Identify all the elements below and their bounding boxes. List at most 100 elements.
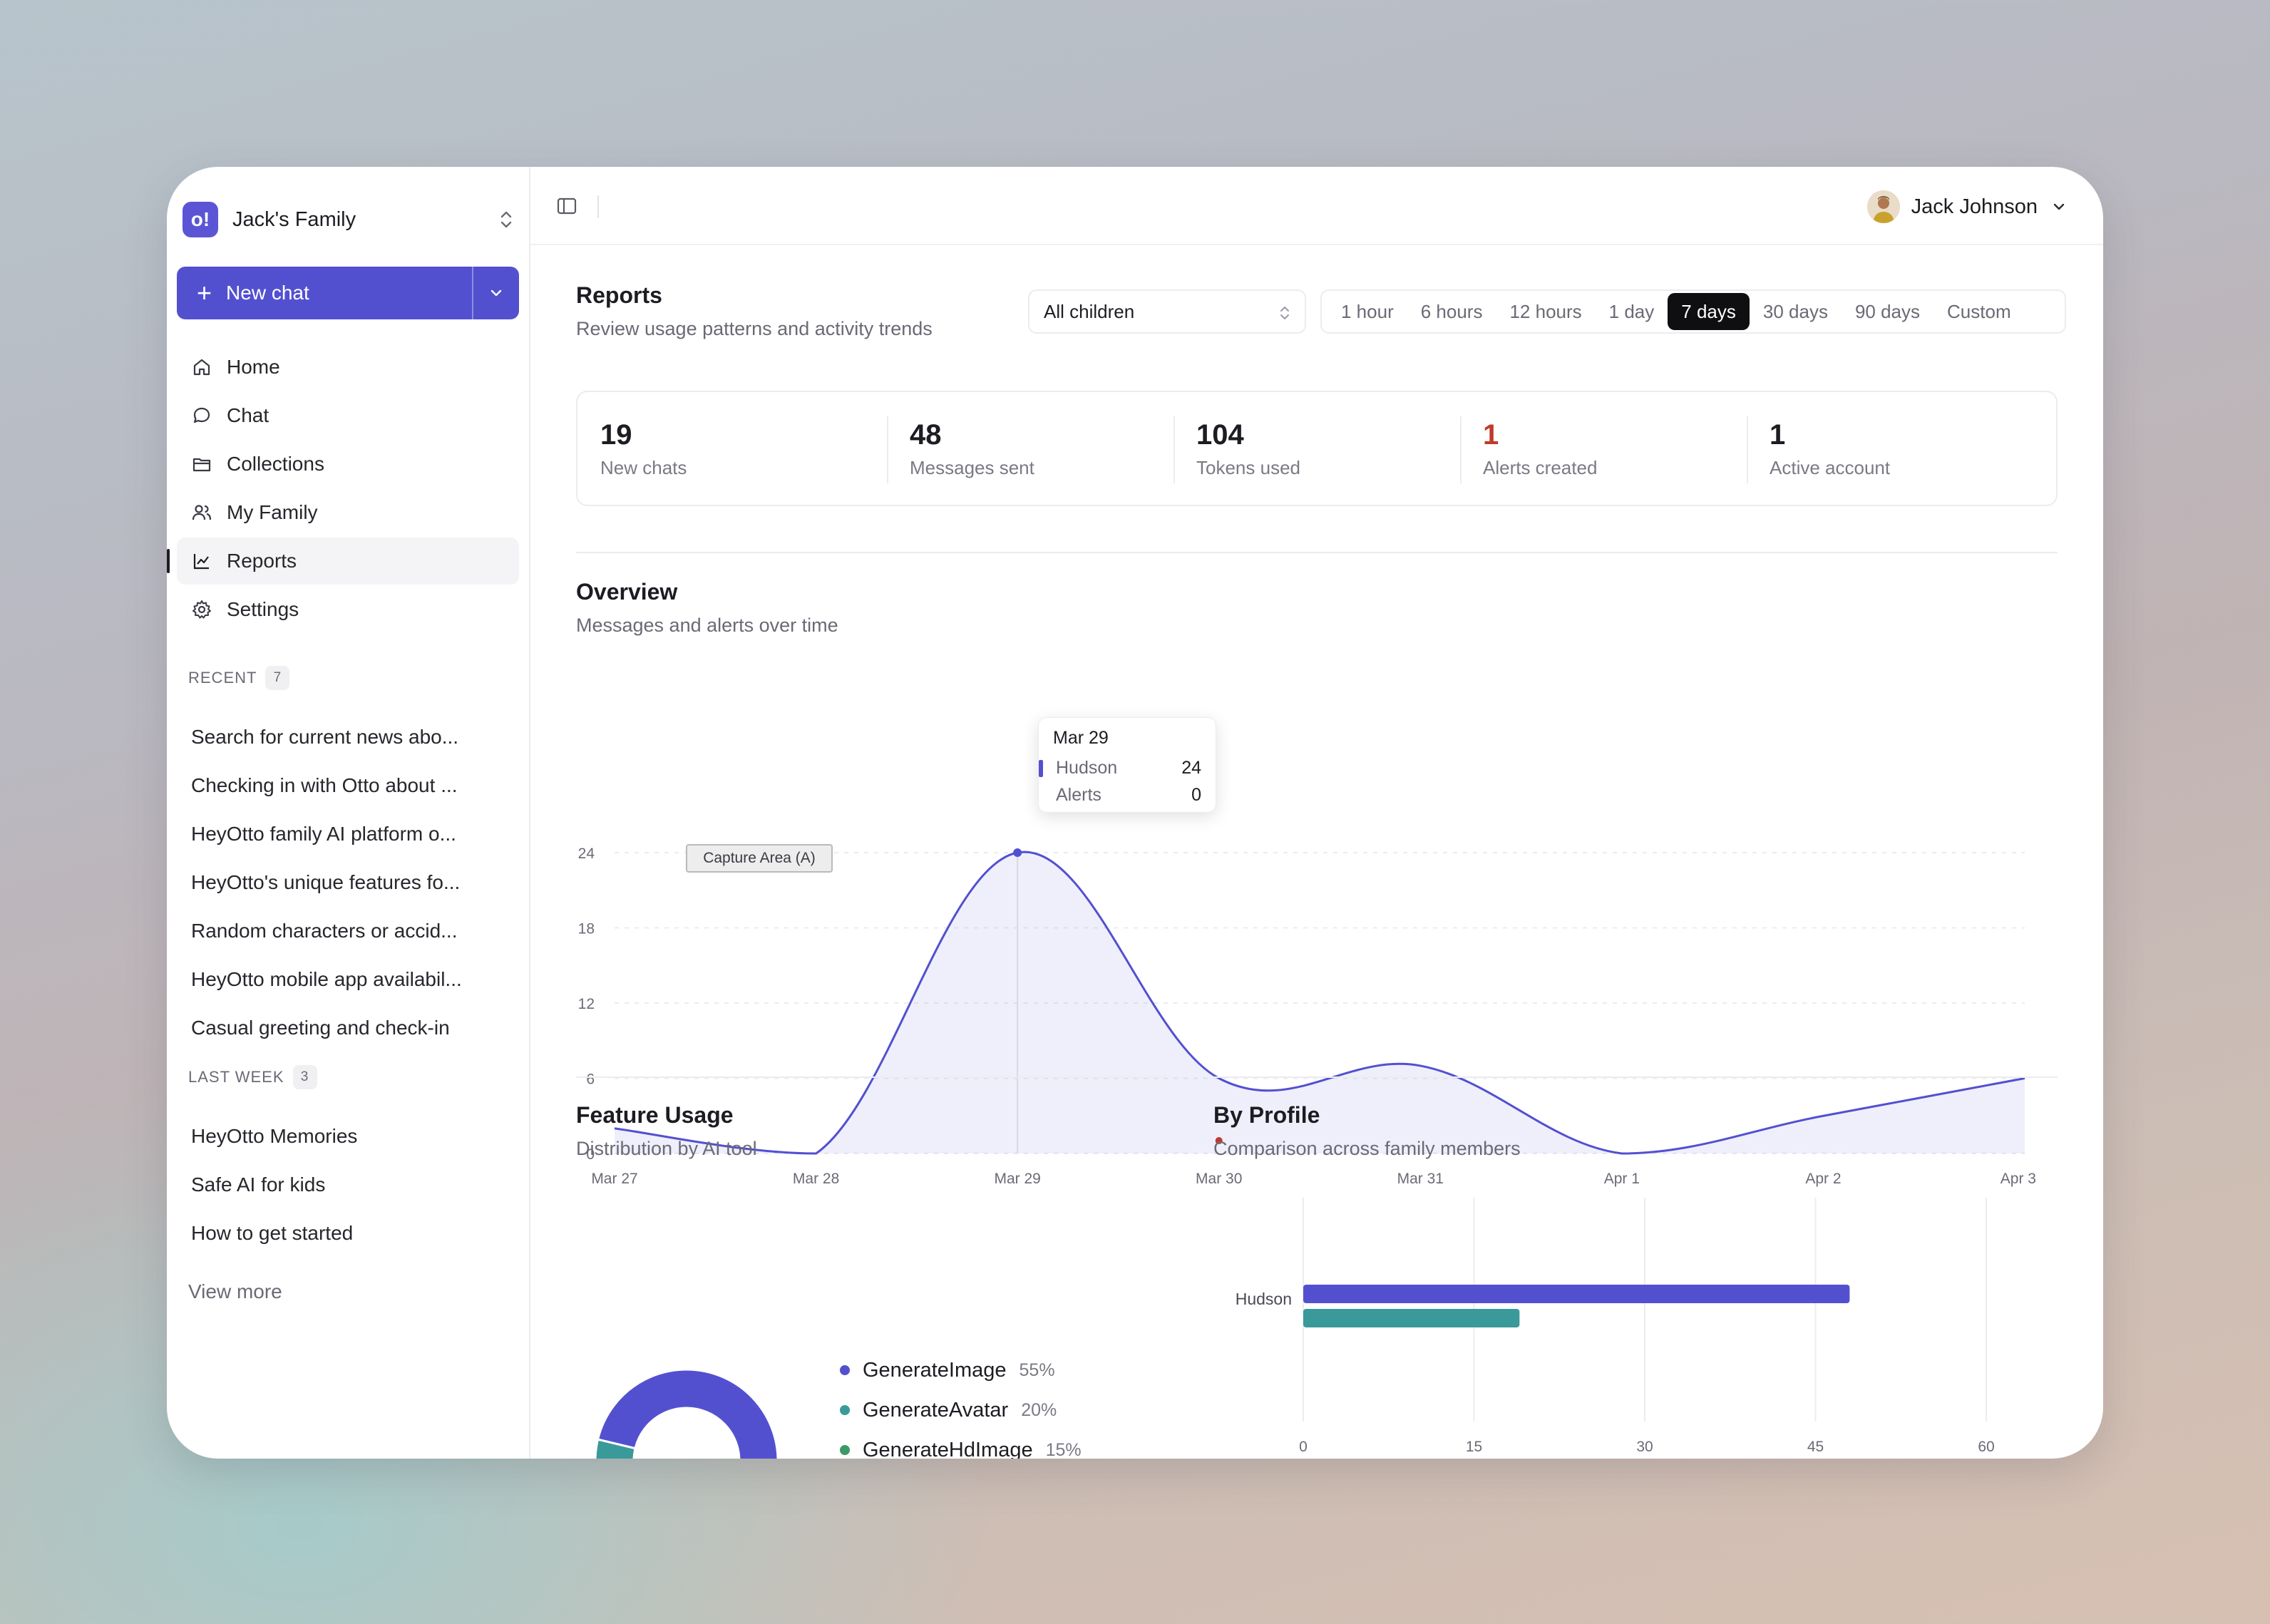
last-week-section-label: LAST WEEK 3	[188, 1065, 317, 1089]
donut-slice-generateimage	[596, 1368, 779, 1459]
main-content: Jack Johnson Reports Review usage patter…	[530, 167, 2103, 1459]
sidebar-item-settings[interactable]: Settings	[177, 586, 519, 633]
home-icon	[193, 359, 210, 376]
last-week-chat-item[interactable]: How to get started	[191, 1222, 354, 1244]
last-week-count-badge: 3	[292, 1065, 317, 1089]
legend-item: GenerateHdImage 15%	[840, 1430, 1089, 1459]
page-subtitle: Review usage patterns and activity trend…	[576, 318, 933, 339]
time-range-group: 1 hour 6 hours 12 hours 1 day 7 days 30 …	[1320, 289, 2066, 334]
recent-chat-item[interactable]: Search for current news abo...	[191, 726, 459, 748]
app-window: o! Jack's Family + New chat Home	[167, 167, 2103, 1459]
stat-active-account: 1 Active account	[1747, 392, 2046, 505]
legend-percent: 55%	[1019, 1360, 1055, 1380]
workspace-switcher[interactable]: o! Jack's Family	[183, 197, 515, 242]
tooltip-series-value: 24	[1181, 757, 1201, 778]
sidebar-item-chat[interactable]: Chat	[177, 392, 519, 439]
range-90-days[interactable]: 90 days	[1854, 300, 1921, 322]
recent-list: Search for current news abo... Checking …	[191, 713, 505, 1052]
x-tick-label: 45	[1807, 1439, 1824, 1455]
x-tick-label: 60	[1978, 1439, 1994, 1455]
chart-tooltip: Mar 29 Hudson 24 Alerts 0	[1038, 717, 1216, 813]
sidebar-item-label: Reports	[227, 550, 297, 572]
stat-new-chats: 19 New chats	[577, 392, 887, 505]
x-tick-label: Mar 29	[994, 1171, 1040, 1187]
divider	[597, 195, 599, 218]
recent-label: RECENT	[188, 669, 257, 687]
recent-chat-item[interactable]: HeyOtto family AI platform o...	[191, 823, 456, 845]
chat-bubble-icon	[193, 407, 210, 423]
users-icon	[192, 505, 212, 520]
chevron-up-down-icon	[1280, 307, 1289, 319]
new-chat-split-button: + New chat	[177, 267, 519, 319]
stats-card: 19 New chats 48 Messages sent 104 Tokens…	[576, 391, 2058, 506]
main-nav: Home Chat Collections My Family Reports …	[167, 344, 519, 634]
x-tick-label: Mar 31	[1397, 1171, 1444, 1187]
range-6-hours[interactable]: 6 hours	[1420, 300, 1483, 322]
tooltip-alerts-row: Alerts 0	[1053, 781, 1201, 808]
chevron-down-icon	[2053, 203, 2065, 210]
stat-label: Tokens used	[1196, 457, 1300, 478]
new-chat-options-button[interactable]	[472, 267, 519, 319]
sidebar-item-home[interactable]: Home	[177, 344, 519, 391]
recent-chat-item[interactable]: Random characters or accid...	[191, 920, 458, 942]
last-week-chat-item[interactable]: HeyOtto Memories	[191, 1125, 358, 1147]
legend-label: GenerateImage	[863, 1358, 1007, 1382]
y-tick-label: 0	[586, 1146, 595, 1163]
stat-label: Active account	[1770, 457, 1891, 478]
x-tick-label: 30	[1636, 1439, 1653, 1455]
stat-value: 48	[910, 419, 942, 451]
last-week-label: LAST WEEK	[188, 1068, 284, 1086]
sidebar-item-reports[interactable]: Reports	[167, 538, 519, 585]
x-tick-label: Apr 3	[2001, 1171, 2036, 1187]
tooltip-alerts-name: Alerts	[1056, 784, 1101, 805]
stat-value: 104	[1196, 419, 1244, 451]
sidebar-item-label: My Family	[227, 501, 318, 523]
by-profile-subtitle: Comparison across family members	[1213, 1138, 1521, 1159]
child-filter-value: All children	[1044, 300, 1135, 322]
page-title: Reports	[576, 282, 662, 308]
recent-chat-item[interactable]: Checking in with Otto about ...	[191, 774, 458, 796]
recent-chat-item[interactable]: HeyOtto mobile app availabil...	[191, 968, 462, 990]
range-12-hours[interactable]: 12 hours	[1509, 300, 1582, 322]
view-more-link[interactable]: View more	[188, 1280, 282, 1302]
sidebar-item-my-family[interactable]: My Family	[177, 489, 519, 536]
last-week-chat-item[interactable]: Safe AI for kids	[191, 1173, 326, 1196]
sidebar-item-collections[interactable]: Collections	[177, 441, 519, 488]
feature-usage-legend: GenerateImage 55% GenerateAvatar 20% Generat…	[840, 1350, 1089, 1459]
range-1-day[interactable]: 1 day	[1608, 300, 1655, 322]
range-30-days[interactable]: 30 days	[1762, 300, 1828, 322]
workspace-name: Jack's Family	[232, 207, 356, 231]
recent-chat-item[interactable]: HeyOtto's unique features fo...	[191, 871, 461, 893]
sidebar-item-label: Chat	[227, 404, 269, 426]
tooltip-series-row: Hudson 24	[1039, 754, 1201, 781]
stat-label: New chats	[600, 457, 687, 478]
feature-usage-subtitle: Distribution by AI tool	[576, 1138, 757, 1159]
user-menu[interactable]: Jack Johnson	[1866, 188, 2068, 225]
overview-area-chart: 0 6 12 18 24 Mar 27 Mar 28 Mar 29 Mar 30 Mar 31 Ap…	[578, 846, 2036, 1187]
recent-section-label: RECENT 7	[188, 666, 290, 690]
child-filter-select[interactable]: All children	[1028, 289, 1306, 334]
chevron-down-icon	[491, 289, 502, 297]
recent-chat-item[interactable]: Casual greeting and check-in	[191, 1017, 450, 1039]
legend-dot	[840, 1365, 850, 1375]
range-7-days[interactable]: 7 days	[1668, 293, 1750, 330]
divider	[576, 552, 2058, 553]
sidebar-toggle-icon[interactable]	[556, 195, 577, 217]
series-line-hudson	[614, 850, 2025, 1155]
tooltip-date: Mar 29	[1053, 728, 1109, 748]
bar-hudson-1	[1303, 1285, 1850, 1303]
y-tick-label: 6	[586, 1071, 595, 1088]
tooltip-series-name: Hudson	[1056, 757, 1118, 778]
legend-label: GenerateHdImage	[863, 1438, 1033, 1459]
new-chat-button[interactable]: + New chat	[177, 267, 472, 319]
legend-item: GenerateAvatar 20%	[840, 1390, 1089, 1430]
x-tick-label: Apr 1	[1604, 1171, 1640, 1187]
top-bar: Jack Johnson	[530, 167, 2103, 245]
range-custom[interactable]: Custom	[1947, 300, 2011, 322]
divider	[576, 1076, 1168, 1078]
legend-item: GenerateImage 55%	[840, 1350, 1089, 1390]
overview-title: Overview	[576, 579, 678, 605]
category-label: Hudson	[1236, 1290, 1292, 1308]
stat-label: Messages sent	[910, 457, 1034, 478]
range-1-hour[interactable]: 1 hour	[1341, 300, 1394, 322]
